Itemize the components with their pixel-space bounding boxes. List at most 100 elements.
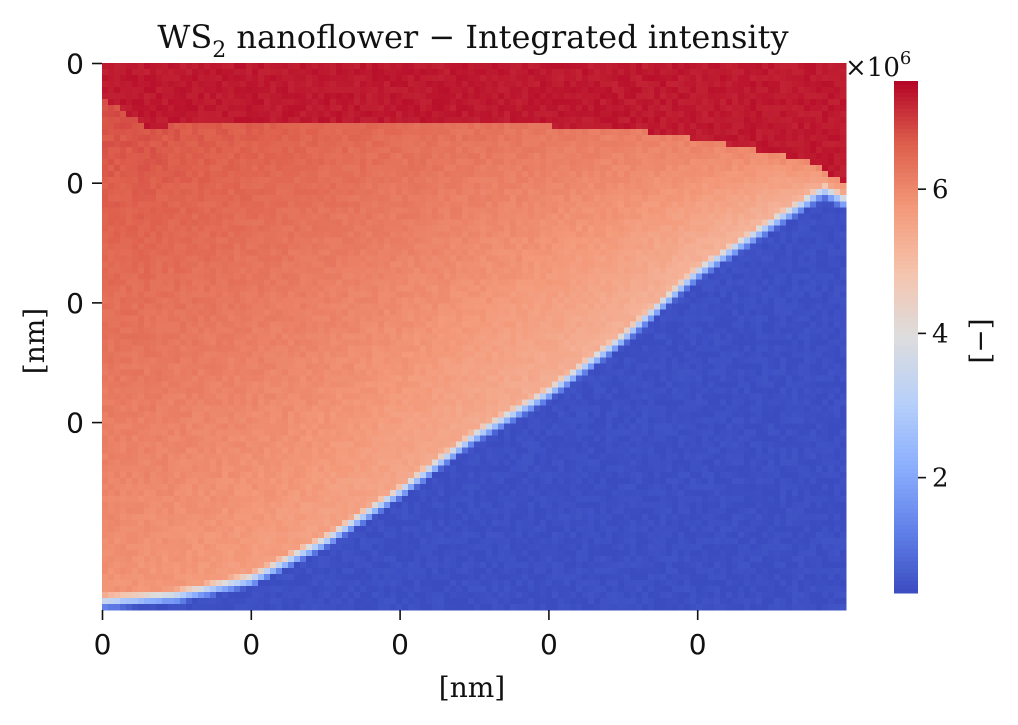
heatmap-cell	[102, 69, 109, 76]
heatmap-cell	[252, 183, 259, 190]
heatmap-cell	[300, 243, 307, 250]
heatmap-cell	[276, 267, 283, 274]
heatmap-cell	[168, 303, 175, 311]
heatmap-cell	[672, 171, 679, 178]
heatmap-cell	[822, 93, 829, 100]
heatmap-cell	[738, 153, 745, 160]
heatmap-cell	[588, 159, 595, 166]
heatmap-cell	[540, 123, 547, 130]
heatmap-cell	[678, 243, 685, 250]
heatmap-cell	[522, 99, 529, 106]
heatmap-cell	[642, 105, 649, 112]
heatmap-cell	[564, 297, 571, 305]
heatmap-cell	[714, 255, 721, 262]
heatmap-cell	[114, 117, 121, 124]
heatmap-cell	[558, 69, 565, 76]
heatmap-cell	[540, 249, 547, 256]
heatmap-cell	[618, 201, 625, 208]
heatmap-cell	[408, 195, 415, 202]
heatmap-cell	[522, 207, 529, 214]
heatmap-cell	[528, 117, 535, 124]
heatmap-cell	[558, 141, 565, 148]
heatmap-cell	[564, 231, 571, 238]
heatmap-cell	[750, 117, 757, 124]
heatmap-cell	[570, 159, 577, 166]
heatmap-cell	[282, 75, 289, 82]
heatmap-cell	[126, 243, 133, 250]
heatmap-cell	[186, 141, 193, 148]
heatmap-cell	[108, 231, 115, 238]
heatmap-cell	[738, 249, 745, 256]
heatmap-cell	[366, 123, 373, 130]
heatmap-cell	[726, 189, 733, 196]
heatmap-cell	[714, 147, 721, 154]
heatmap-cell	[768, 201, 775, 208]
heatmap-cell	[138, 117, 145, 124]
heatmap-cell	[426, 111, 433, 118]
heatmap-cell	[504, 147, 511, 154]
heatmap-cell	[732, 75, 739, 82]
heatmap-cell	[144, 225, 151, 232]
heatmap-cell	[792, 177, 799, 184]
heatmap-cell	[162, 63, 169, 70]
heatmap-cell	[600, 213, 607, 220]
heatmap-cell	[156, 117, 163, 124]
heatmap-cell	[114, 297, 121, 305]
heatmap-cell	[792, 189, 799, 196]
heatmap-cell	[234, 297, 241, 305]
heatmap-cell	[432, 81, 439, 88]
heatmap-cell	[186, 135, 193, 142]
heatmap-cell	[774, 207, 781, 214]
heatmap-cell	[498, 231, 505, 238]
heatmap-cell	[468, 87, 475, 94]
heatmap-cell	[318, 201, 325, 208]
heatmap-cell	[390, 267, 397, 274]
heatmap-cell	[696, 99, 703, 106]
heatmap-cell	[474, 249, 481, 256]
heatmap-cell	[588, 117, 595, 124]
heatmap-cell	[666, 243, 673, 250]
heatmap-cell	[354, 279, 361, 287]
heatmap-cell	[558, 219, 565, 226]
heatmap-cell	[600, 207, 607, 214]
heatmap-cell	[474, 225, 481, 232]
heatmap-cell	[222, 99, 229, 106]
heatmap-cell	[708, 99, 715, 106]
heatmap-cell	[222, 201, 229, 208]
heatmap-cell	[648, 231, 655, 238]
heatmap-cell	[750, 81, 757, 88]
heatmap-cell	[642, 189, 649, 196]
heatmap-cell	[732, 267, 739, 274]
heatmap-cell	[834, 159, 841, 166]
heatmap-cell	[162, 147, 169, 154]
heatmap-cell	[684, 75, 691, 82]
heatmap-cell	[486, 99, 493, 106]
heatmap-cell	[726, 135, 733, 142]
heatmap-cell	[276, 111, 283, 118]
heatmap-cell	[180, 249, 187, 256]
heatmap-cell	[552, 189, 559, 196]
heatmap-cell	[486, 291, 493, 299]
heatmap-cell	[576, 231, 583, 238]
heatmap-cell	[294, 75, 301, 82]
heatmap-cell	[306, 285, 313, 293]
heatmap-cell	[492, 201, 499, 208]
heatmap-cell	[636, 297, 643, 305]
heatmap-cell	[756, 207, 763, 214]
heatmap-cell	[408, 237, 415, 244]
heatmap-cell	[534, 231, 541, 238]
heatmap-cell	[582, 237, 589, 244]
heatmap-cell	[108, 111, 115, 118]
heatmap-cell	[138, 303, 145, 311]
heatmap-cell	[624, 231, 631, 238]
heatmap-cell	[792, 171, 799, 178]
heatmap-cell	[108, 273, 115, 280]
heatmap-cell	[300, 63, 307, 70]
heatmap-cell	[450, 171, 457, 178]
heatmap-cell	[402, 225, 409, 232]
heatmap-cell	[156, 153, 163, 160]
chart-title-rest: nanoflower − Integrated intensity	[226, 18, 788, 56]
heatmap-cell	[774, 147, 781, 154]
heatmap-cell	[204, 99, 211, 106]
heatmap-cell	[534, 129, 541, 136]
